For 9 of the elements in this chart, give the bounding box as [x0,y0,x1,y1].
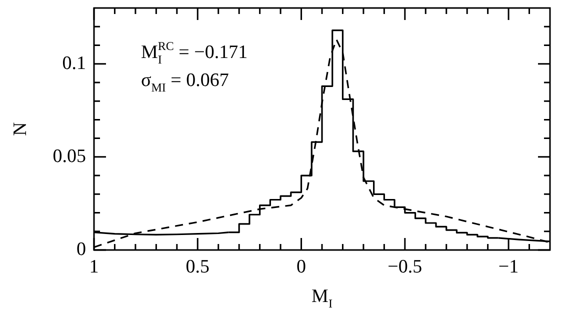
x-tick-label: −1 [498,256,519,278]
y-tick-label: 0.05 [52,146,86,167]
x-tick-label: 0.5 [186,256,210,278]
x-tick-label: 0 [296,256,306,278]
y-axis-title: N [10,122,31,136]
y-tick-label: 0.1 [62,52,86,74]
x-tick-label: 1 [89,256,99,278]
x-tick-label: −0.5 [388,256,422,278]
y-tick-label: 0 [76,238,86,260]
